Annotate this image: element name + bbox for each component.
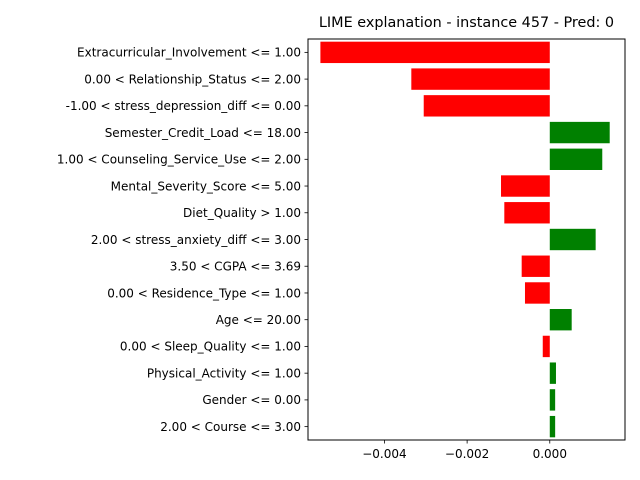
bar-1	[411, 68, 550, 90]
y-tick-label: 2.00 < stress_anxiety_diff <= 3.00	[91, 233, 301, 247]
bar-5	[501, 175, 550, 197]
bar-8	[521, 255, 550, 277]
bar-9	[524, 282, 550, 304]
y-tick-label: Mental_Severity_Score <= 5.00	[111, 179, 301, 193]
chart-title: LIME explanation - instance 457 - Pred: …	[319, 15, 614, 31]
bar-7	[549, 228, 596, 251]
y-tick-label: Extracurricular_Involvement <= 1.00	[77, 46, 301, 60]
y-tick-label: Age <= 20.00	[216, 313, 301, 327]
bar-12	[549, 362, 556, 384]
y-tick-label: -1.00 < stress_depression_diff <= 0.00	[66, 99, 301, 113]
y-tick-label: 3.50 < CGPA <= 3.69	[170, 260, 301, 274]
x-tick-label: −0.004	[362, 447, 406, 461]
x-tick-label: 0.000	[533, 447, 567, 461]
bar-4	[549, 148, 603, 170]
y-tick-label: 0.00 < Sleep_Quality <= 1.00	[120, 340, 301, 354]
y-tick-label: 1.00 < Counseling_Service_Use <= 2.00	[57, 153, 301, 167]
bar-2	[423, 95, 550, 117]
bar-6	[504, 202, 550, 224]
bar-13	[549, 389, 556, 411]
bar-10	[549, 309, 572, 331]
bars-group	[320, 41, 610, 438]
bar-11	[542, 335, 550, 358]
y-tick-label: 0.00 < Relationship_Status <= 2.00	[84, 72, 301, 86]
y-tick-label: Diet_Quality > 1.00	[183, 206, 301, 220]
bar-14	[549, 415, 556, 438]
y-axis-labels: Extracurricular_Involvement <= 1.00 0.00 …	[57, 46, 308, 434]
y-tick-label: Gender <= 0.00	[202, 393, 301, 407]
x-tick-label: −0.002	[445, 447, 489, 461]
y-tick-label: Semester_Credit_Load <= 18.00	[105, 126, 301, 140]
x-axis-ticks: −0.004 −0.002 0.000	[362, 440, 567, 461]
y-tick-label: 2.00 < Course <= 3.00	[160, 420, 301, 434]
y-tick-label: 0.00 < Residence_Type <= 1.00	[107, 286, 301, 300]
y-tick-label: Physical_Activity <= 1.00	[147, 366, 301, 380]
bar-0	[320, 41, 550, 64]
plot-frame	[307, 38, 626, 441]
bar-3	[549, 121, 610, 144]
